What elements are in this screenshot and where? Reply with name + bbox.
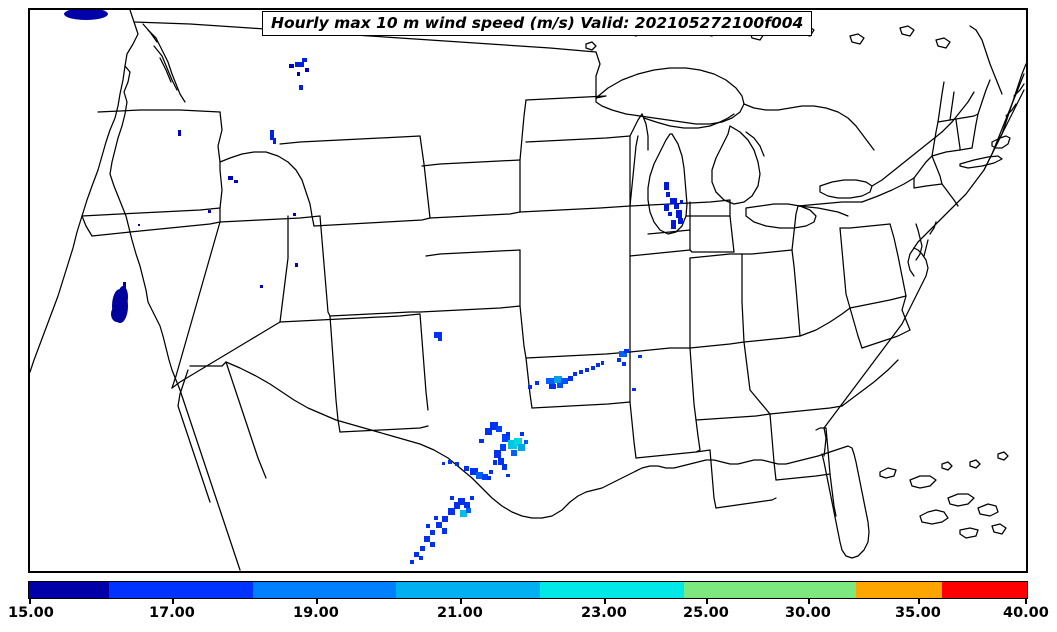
colorbar-label-35.00: 35.00 xyxy=(895,605,941,621)
map-title-box: Hourly max 10 m wind speed (m/s) Valid: … xyxy=(262,11,813,37)
colorbar-label-17.00: 17.00 xyxy=(149,605,195,621)
cell-group-vancouver-island xyxy=(64,10,108,20)
colorbar-tick-21.00 xyxy=(460,598,462,604)
colorbar-tick-40.00 xyxy=(1025,598,1027,604)
colorbar-tick-19.00 xyxy=(316,598,318,604)
cell-group-west-texas-secondary xyxy=(442,460,491,480)
colorbar-label-19.00: 19.00 xyxy=(293,605,339,621)
colorbar-label-30.00: 30.00 xyxy=(785,605,831,621)
colorbar-segment-25.00-to-30.00 xyxy=(683,582,857,598)
colorbar-label-40.00: 40.00 xyxy=(1003,605,1049,621)
colorbar-label-25.00: 25.00 xyxy=(683,605,729,621)
colorbar-tick-17.00 xyxy=(172,598,174,604)
colorbar-label-23.00: 23.00 xyxy=(581,605,627,621)
colorbar-segment-30.00-to-35.00 xyxy=(856,582,943,598)
colorbar-tick-15.00 xyxy=(29,598,31,604)
colorbar-label-21.00: 21.00 xyxy=(437,605,483,621)
colorbar-tick-30.00 xyxy=(808,598,810,604)
colorbar-tick-23.00 xyxy=(604,598,606,604)
colorbar-tick-labels: 15.00 17.00 19.00 21.00 23.00 25.00 30.00 35.00… xyxy=(0,605,1057,627)
cell-group-pacific-northwest xyxy=(138,130,298,288)
colorbar-segment-19.00-to-21.00 xyxy=(252,582,397,598)
map-panel xyxy=(28,8,1028,573)
cell-group-california-coast xyxy=(111,282,128,323)
colorbar-tick-35.00 xyxy=(918,598,920,604)
colorbar-segment-35.00-to-40.00 xyxy=(942,582,1027,598)
cell-group-new-mexico xyxy=(434,332,442,341)
colorbar-tick-25.00 xyxy=(706,598,708,604)
map-canvas xyxy=(30,10,1026,571)
cell-group-west-texas xyxy=(479,422,528,477)
map-title-text: Hourly max 10 m wind speed (m/s) Valid: … xyxy=(271,14,804,32)
colorbar-tick-marks xyxy=(28,598,1028,604)
colorbar-label-15.00: 15.00 xyxy=(8,605,54,621)
cell-group-montana-idaho xyxy=(270,58,309,144)
cell-group-northern-mexico xyxy=(410,496,474,564)
colorbar xyxy=(28,581,1028,599)
cell-group-lake-michigan xyxy=(664,182,683,229)
colorbar-segment-23.00-to-25.00 xyxy=(539,582,684,598)
coastlines-and-borders xyxy=(30,10,1026,571)
colorbar-segment-15.00-to-17.00 xyxy=(29,582,109,598)
wind-speed-data-cells xyxy=(64,10,683,564)
colorbar-segment-17.00-to-19.00 xyxy=(108,582,253,598)
cell-group-texas-oklahoma-line xyxy=(528,349,642,391)
colorbar-container xyxy=(28,581,1028,599)
colorbar-segment-21.00-to-23.00 xyxy=(396,582,540,598)
